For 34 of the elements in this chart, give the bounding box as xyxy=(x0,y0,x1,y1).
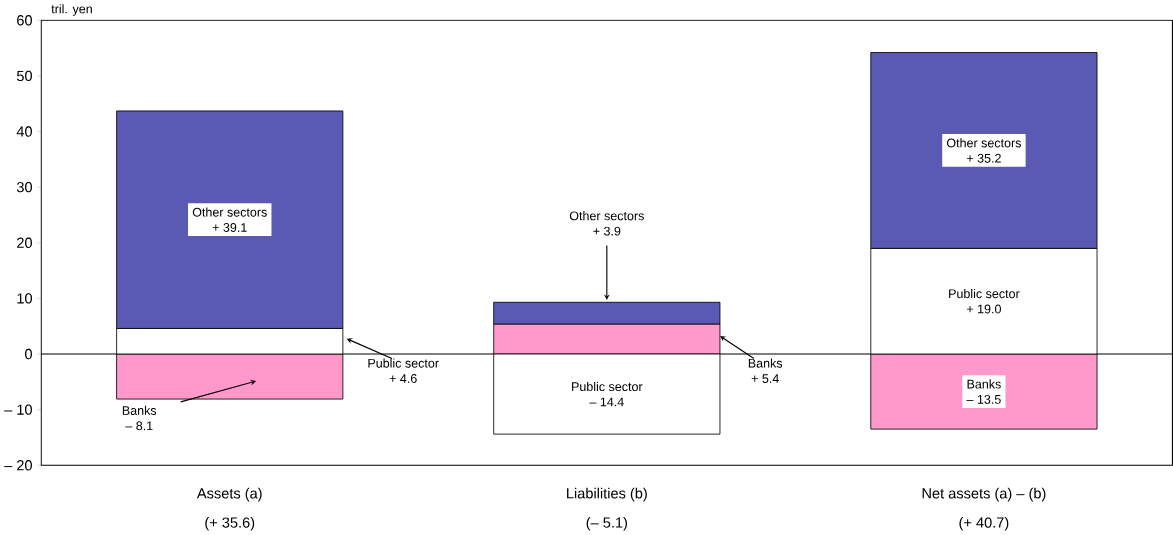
series-label: Banks xyxy=(122,405,157,416)
y-tick-label: 0 xyxy=(25,348,33,360)
data-label: + 3.9 xyxy=(593,226,621,236)
data-label: + 19.0 xyxy=(966,304,1001,314)
data-label: + 4.6 xyxy=(389,374,417,384)
text: (+ 35.6) xyxy=(205,517,255,531)
data-label: + 5.4 xyxy=(751,374,779,384)
text: Banks xyxy=(967,379,1001,389)
data-label: + 39.1 xyxy=(212,223,247,233)
y-axis-title: tril. yen xyxy=(51,4,92,16)
text: Public sector xyxy=(949,289,1020,299)
y-tick-label: 60 xyxy=(17,15,33,26)
y-tick-label: 20 xyxy=(17,237,33,249)
text: Other sectors xyxy=(192,207,267,217)
text: (– 5.1) xyxy=(586,517,627,531)
data-label: – 8.1 xyxy=(125,421,153,431)
data-label: – 14.4 xyxy=(589,397,624,407)
series-label: Other sectors xyxy=(946,138,1021,148)
data-label: + 35.2 xyxy=(966,153,1001,163)
text: Banks xyxy=(748,358,783,368)
y-tick-label: 10 xyxy=(17,293,33,304)
y-tick-label: 40 xyxy=(16,126,33,137)
text: Public sector xyxy=(572,382,643,392)
text: Other sectors xyxy=(569,211,644,221)
x-tick-label: Assets (a) xyxy=(196,487,262,502)
x-tick-label: Net assets (a) – (b) xyxy=(922,487,1046,502)
y-tick-label: 50 xyxy=(16,70,33,82)
y-tick-label: – 10 xyxy=(4,404,32,415)
text: Public sector xyxy=(368,358,439,368)
x-tick-label: Liabilities (b) xyxy=(567,487,647,502)
y-tick-label: 30 xyxy=(16,182,33,193)
text: (+ 40.7) xyxy=(959,517,1009,531)
data-label: – 13.5 xyxy=(966,395,1001,404)
y-tick-label: – 20 xyxy=(4,460,32,471)
